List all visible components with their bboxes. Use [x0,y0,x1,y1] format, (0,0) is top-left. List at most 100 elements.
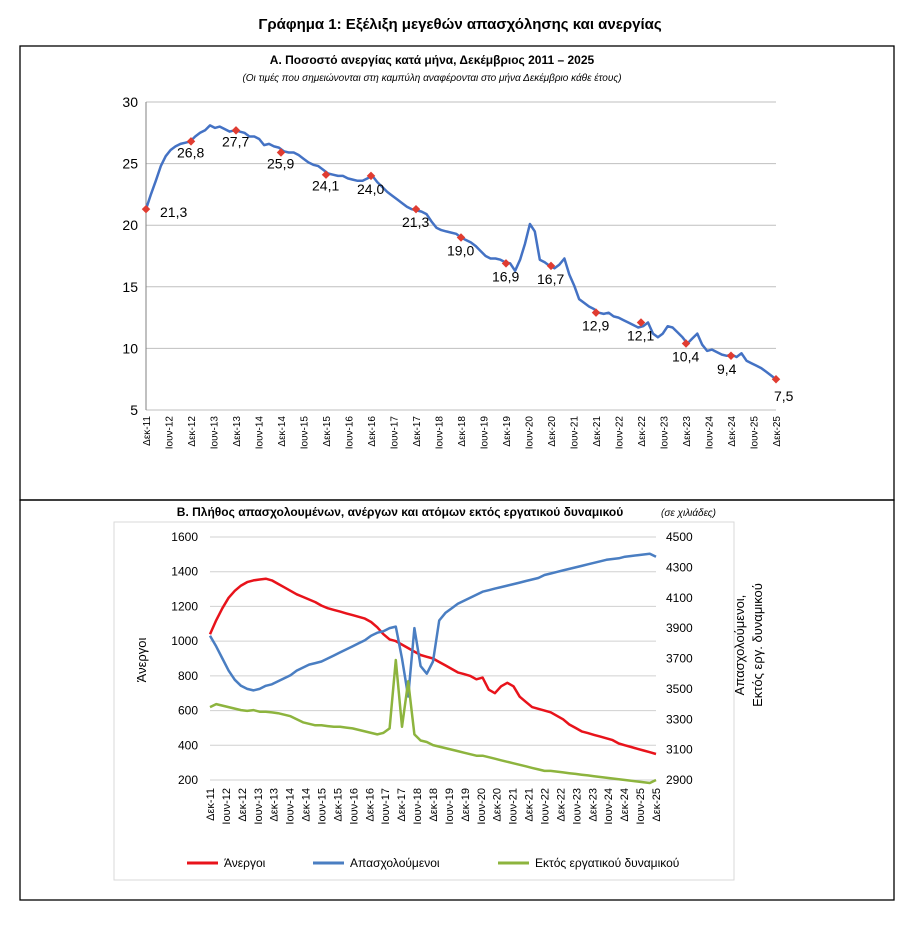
chart-a-december-marker [141,204,151,214]
chart-b-xtick-label: Δεκ-23 [587,788,599,822]
chart-b-xtick-label: Ιουν-24 [603,788,615,825]
chart-b-xtick-label: Δεκ-15 [332,788,344,822]
chart-a-data-label: 21,3 [402,214,429,230]
chart-a-ytick-label: 5 [130,402,138,418]
chart-b-series-unemployed [208,577,657,756]
chart-b-ytick-label: 200 [178,773,198,787]
chart-a-xtick-label: Δεκ-22 [637,416,648,447]
chart-a-december-marker [456,233,466,242]
chart-a-ytick-label: 30 [122,94,138,110]
chart-a-xtick-label: Ιουν-13 [210,416,221,450]
chart-b-y2tick-label: 3300 [666,712,693,726]
chart-b-xtick-label: Δεκ-20 [492,788,504,822]
chart-b-series-outside [209,658,657,785]
chart-a-data-label: 7,5 [774,388,794,404]
chart-a-december-marker [591,308,601,317]
chart-a-xtick-label: Ιουν-21 [570,416,581,450]
chart-a-december-marker [366,171,376,181]
chart-a-xtick-label: Δεκ-19 [502,416,513,447]
chart-a-december-marker [411,204,421,214]
chart-b-xtick-label: Δεκ-25 [651,788,663,822]
chart-a-data-label: 24,0 [357,181,384,197]
chart-a-xtick-label: Δεκ-14 [277,416,288,447]
chart-b-xtick-label: Ιουν-25 [635,788,647,825]
chart-a-data-label: 24,1 [312,178,339,194]
chart-a-xtick-label: Ιουν-14 [255,416,266,450]
chart-b-ytick-label: 1600 [171,530,198,544]
chart-b-y2tick-label: 4500 [666,530,693,544]
chart-a-xtick-label: Ιουν-16 [345,416,356,450]
chart-b-y2label-line1: Απασχολούμενοι, [732,595,747,696]
chart-b-xtick-label: Ιουν-12 [221,788,233,825]
chart-a-xtick-label: Ιουν-17 [390,416,401,450]
chart-a-data-label: 26,8 [177,144,204,160]
chart-a-december-marker [501,259,511,268]
chart-b-xtick-label: Δεκ-19 [460,788,472,822]
chart-b-xtick-label: Ιουν-23 [571,788,583,825]
chart-b-plot: 200 400 600 800 1000 1200 1400 1600 2900 3100 3300… [171,530,693,825]
chart-a-xtick-label: Δεκ-13 [232,416,243,447]
chart-b-xtick-label: Δεκ-18 [428,788,440,822]
chart-b-xtick-label: Ιουν-22 [540,788,552,825]
chart-a-xtick-label: Ιουν-19 [480,416,491,450]
legend-label-unemployed: Άνεργοι [224,856,266,870]
chart-a-data-label: 27,7 [222,133,249,149]
chart-a-xtick-label: Ιουν-23 [660,416,671,450]
chart-b-ytick-label: 400 [178,738,198,752]
chart-a-december-marker [321,170,331,179]
chart-b-legend: Άνεργοι Απασχολούμενοι Εκτός εργατικού δ… [187,856,679,870]
chart-a-ytick-label: 15 [122,279,138,295]
chart-b-y2tick-label: 3900 [666,621,693,635]
chart-b-xtick-label: Ιουν-18 [412,788,424,825]
chart-a-data-label: 19,0 [447,243,474,259]
chart-b-xtick-label: Ιουν-16 [348,788,360,825]
chart-b-xtick-label: Δεκ-11 [205,788,217,821]
panel-b-inner-frame [113,521,735,881]
chart-b-xtick-label: Δεκ-13 [269,788,281,822]
chart-a-data-label: 12,1 [627,328,654,344]
chart-a-xtick-label: Ιουν-24 [705,416,716,450]
chart-a-december-marker [771,374,781,384]
chart-a-xtick-label: Δεκ-16 [367,416,378,447]
chart-a-december-marker [681,339,691,348]
chart-b-y2tick-label: 4300 [666,560,693,574]
chart-b-title: Β. Πλήθος απασχολουμένων, ανέργων και ατ… [177,505,623,519]
chart-b-xtick-label: Δεκ-21 [524,788,536,822]
chart-a-plot: 5 10 15 20 25 30 Δεκ-11 Ιουν-12 Δεκ-12 Ιουν-13 Δεκ… [122,94,793,449]
legend-label-outside: Εκτός εργατικού δυναμικού [535,856,679,870]
chart-a-xtick-label: Δεκ-23 [682,416,693,447]
chart-a-ytick-label: 25 [122,156,138,172]
chart-b-xtick-label: Ιουν-14 [285,788,297,825]
chart-a-xtick-label: Ιουν-18 [435,416,446,450]
chart-a-xtick-label: Δεκ-21 [592,416,603,447]
chart-a-ytick-label: 10 [122,340,138,356]
chart-b-xtick-label: Ιουν-15 [317,788,329,825]
chart-b-ytick-label: 1000 [171,634,198,648]
chart-a-xtick-label: Δεκ-20 [547,416,558,447]
chart-a-december-marker [726,351,736,361]
chart-b-xtick-label: Ιουν-13 [253,788,265,825]
legend-label-employed: Απασχολούμενοι [350,856,440,870]
chart-a-xtick-label: Δεκ-11 [142,416,153,446]
chart-a-december-marker [636,318,646,327]
chart-b-y2tick-label: 4100 [666,591,693,605]
chart-b-xtick-label: Δεκ-22 [555,788,567,822]
chart-a-data-label: 21,3 [160,204,187,220]
chart-b-y2tick-label: 2900 [666,773,693,787]
chart-b-xtick-label: Δεκ-16 [364,788,376,822]
chart-a-subtitle: (Οι τιμές που σημειώνονται στη καμπύλη α… [242,72,621,84]
chart-b-y2label-line2: Εκτός εργ. δυναμικού [750,583,765,707]
chart-a-december-marker [231,126,241,135]
chart-a-xtick-label: Δεκ-15 [322,416,333,447]
chart-a-xtick-label: Δεκ-25 [772,416,783,447]
chart-b-ytick-label: 1400 [171,565,198,579]
chart-a-ytick-label: 20 [122,217,138,233]
chart-a-data-label: 9,4 [717,361,737,377]
chart-b-ytick-label: 600 [178,704,198,718]
chart-a-title: Α. Ποσοστό ανεργίας κατά μήνα, Δεκέμβριο… [270,53,595,67]
panel-b-frame [19,499,895,901]
figure-title: Γράφημα 1: Εξέλιξη μεγεθών απασχόλησης κ… [258,16,662,33]
chart-a-xtick-label: Δεκ-17 [412,416,423,447]
chart-a-data-label: 10,4 [672,348,699,364]
